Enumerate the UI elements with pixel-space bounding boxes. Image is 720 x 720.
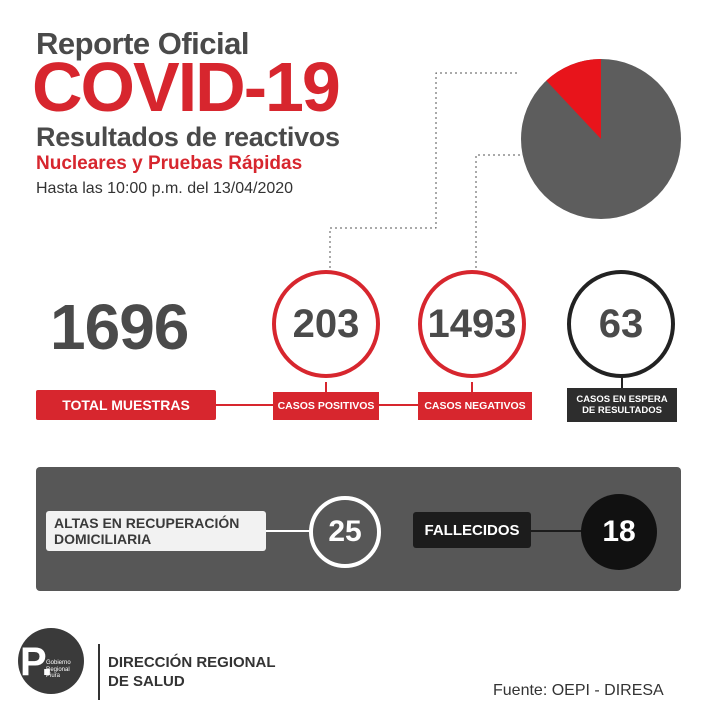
results-pie-chart bbox=[521, 59, 681, 219]
pending-label-line1: CASOS EN ESPERA bbox=[576, 393, 668, 405]
results-subtitle: Resultados de reactivos bbox=[36, 122, 340, 152]
negative-cases-circle: 1493 bbox=[418, 270, 526, 378]
organization-name: DIRECCIÓN REGIONAL DE SALUD bbox=[108, 654, 276, 692]
negative-cases-label: CASOS NEGATIVOS bbox=[418, 392, 532, 420]
home-recovery-label-line2: DOMICILIARIA bbox=[54, 531, 152, 548]
home-recovery-label-line1: ALTAS EN RECUPERACIÓN bbox=[54, 515, 240, 531]
home-recovery-label: ALTAS EN RECUPERACIÓN DOMICILIARIA bbox=[46, 511, 266, 551]
logo-text: Gobierno Regional Piura bbox=[46, 660, 71, 680]
total-samples-label: TOTAL MUESTRAS bbox=[36, 390, 216, 420]
pending-cases-circle: 63 bbox=[567, 270, 675, 378]
organization-line2: DE SALUD bbox=[108, 672, 185, 690]
organization-line1: DIRECCIÓN REGIONAL bbox=[108, 654, 276, 671]
footer-divider bbox=[98, 644, 100, 700]
deaths-value: 18 bbox=[581, 494, 657, 570]
positive-cases-circle: 203 bbox=[272, 270, 380, 378]
tests-subtitle: Nucleares y Pruebas Rápidas bbox=[36, 153, 303, 174]
positive-cases-label: CASOS POSITIVOS bbox=[273, 392, 379, 420]
deaths-label: FALLECIDOS bbox=[413, 512, 531, 548]
pending-label-line2: DE RESULTADOS bbox=[582, 405, 662, 416]
pending-cases-label: CASOS EN ESPERA DE RESULTADOS bbox=[567, 388, 677, 422]
source-note: Fuente: OEPI - DIRESA bbox=[493, 682, 664, 699]
covid-title: COVID-19 bbox=[32, 48, 341, 126]
home-recovery-value: 25 bbox=[309, 496, 381, 568]
total-samples-value: 1696 bbox=[50, 291, 189, 363]
report-date: Hasta las 10:00 p.m. del 13/04/2020 bbox=[36, 180, 294, 197]
gobierno-logo bbox=[18, 628, 84, 694]
report-title: Reporte Oficial bbox=[36, 26, 250, 61]
pie-positive-slice bbox=[546, 59, 601, 139]
logo-letter: P. bbox=[20, 640, 53, 684]
